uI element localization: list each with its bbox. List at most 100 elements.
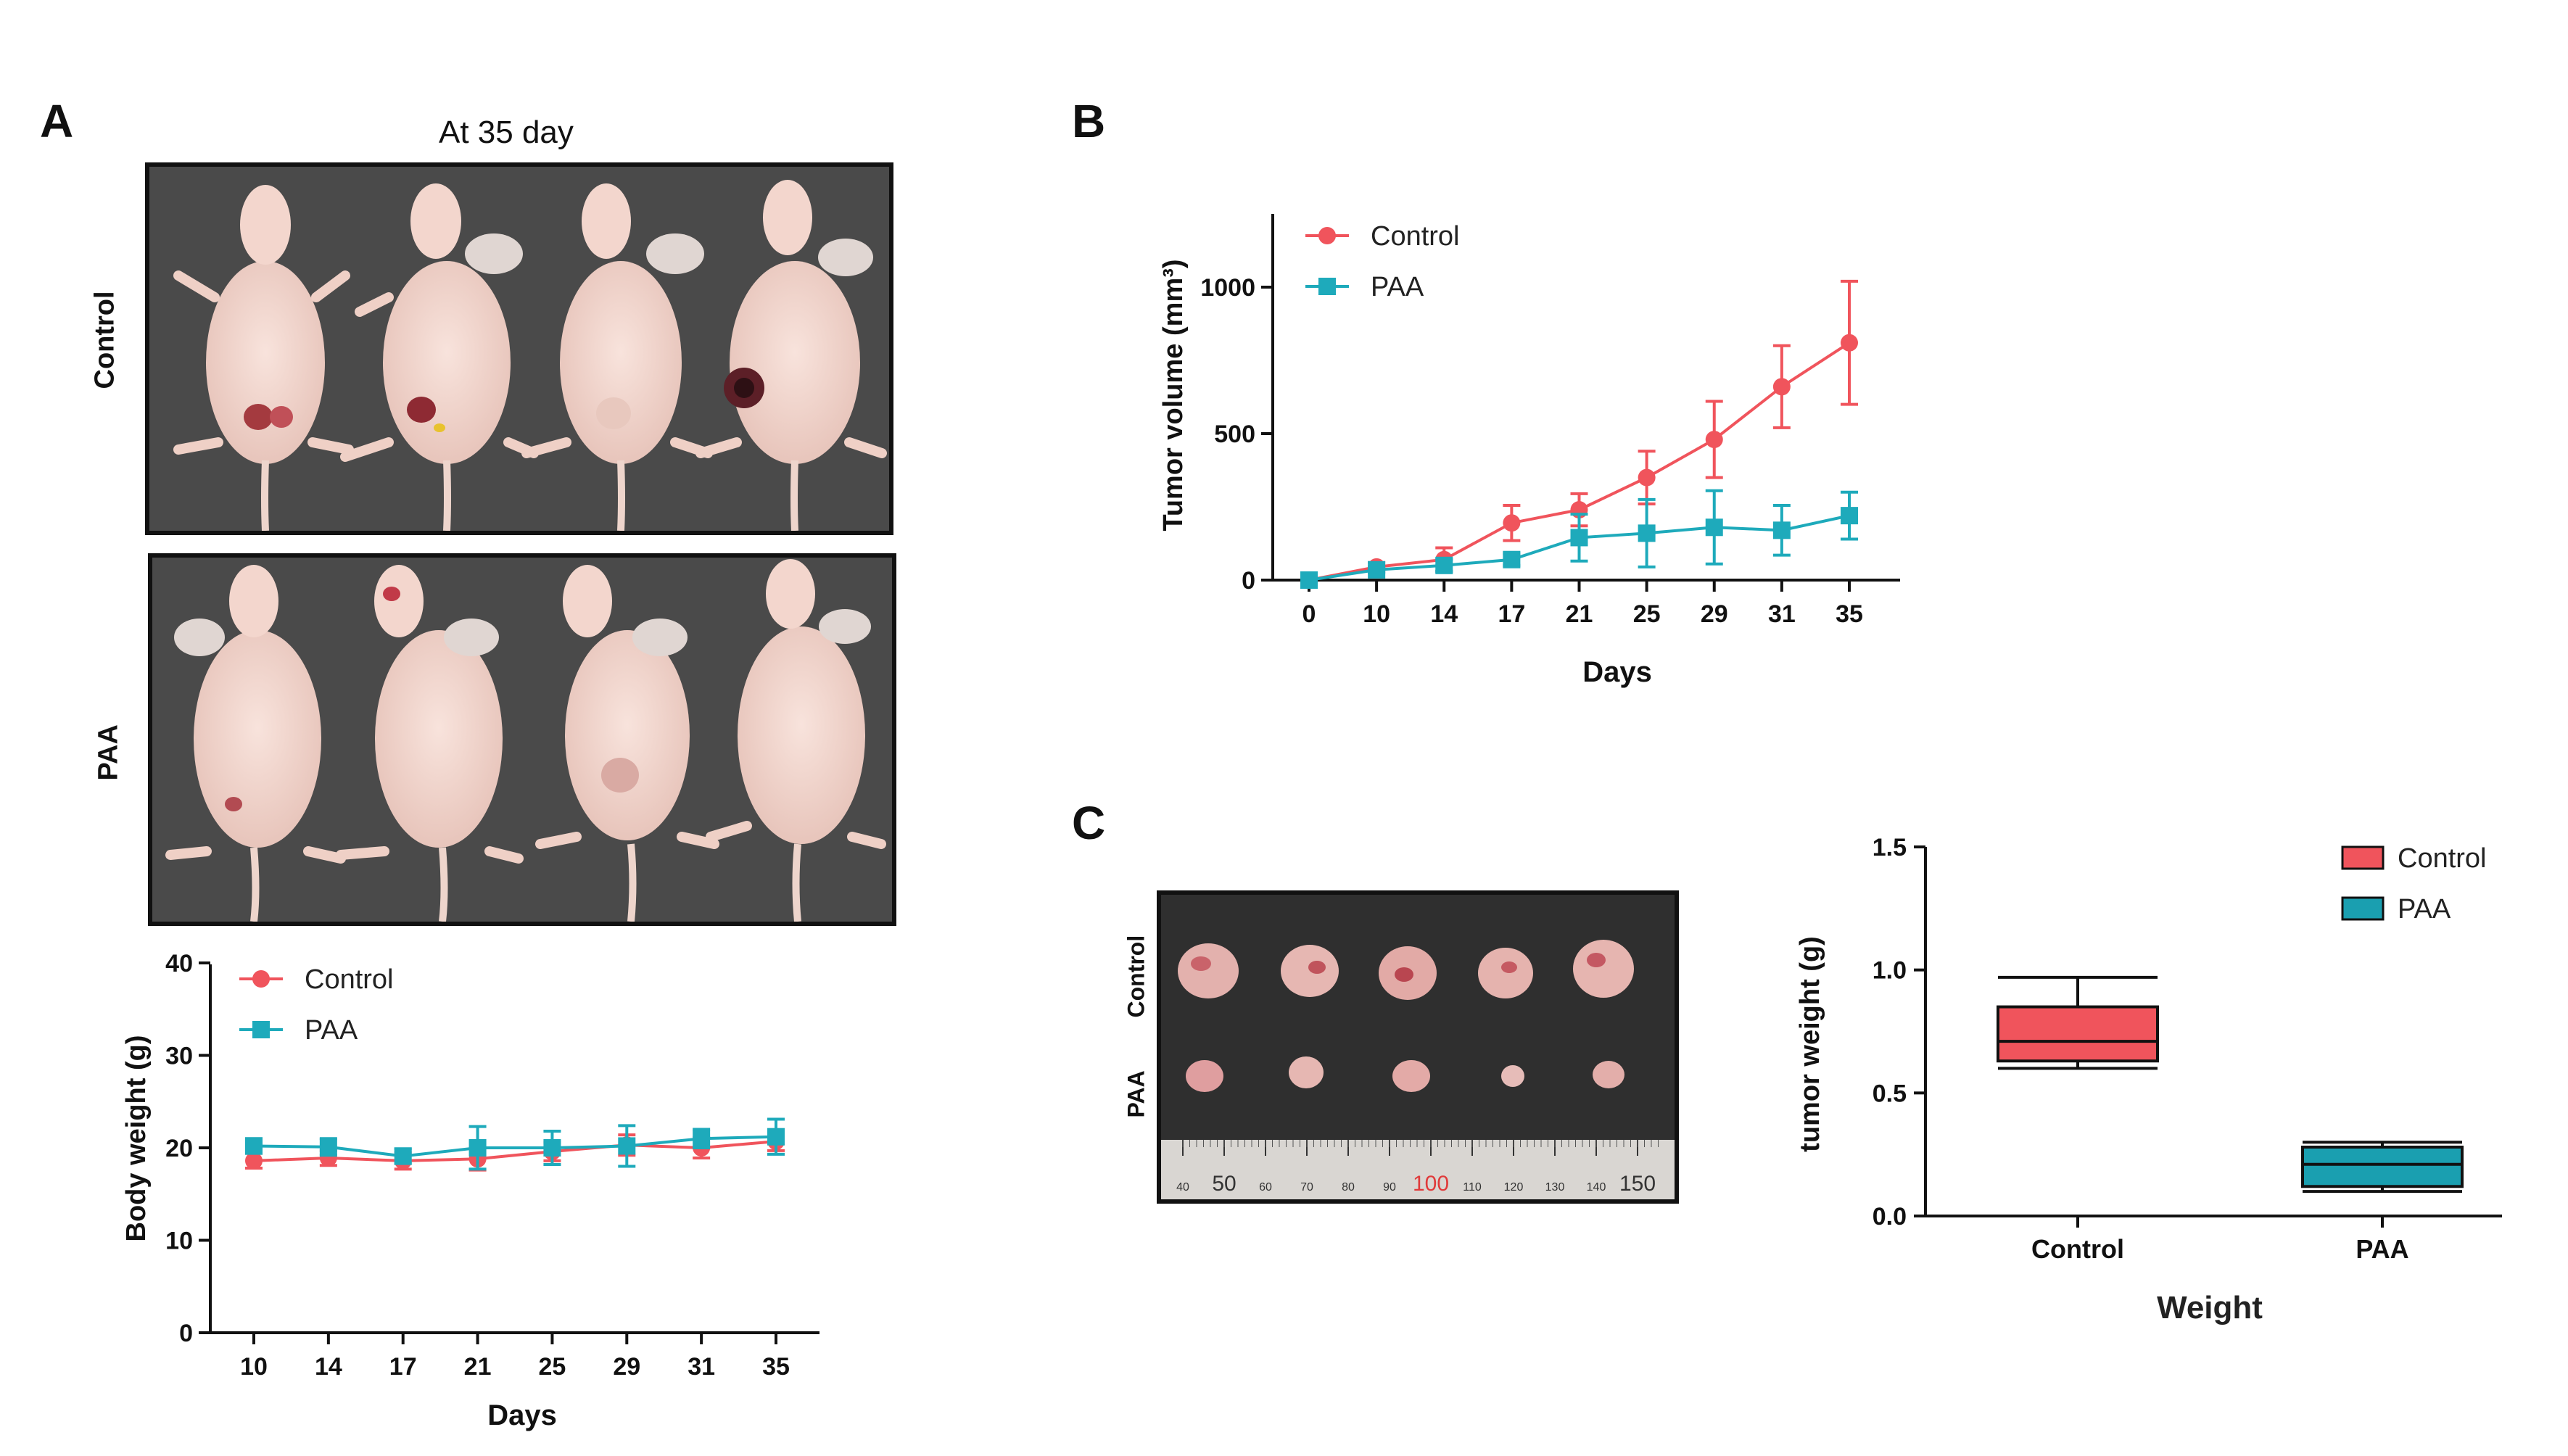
- data-point: [767, 1128, 785, 1146]
- mouse-3: [521, 183, 713, 531]
- y-tick-label: 10: [165, 1228, 193, 1255]
- data-point: [1503, 514, 1521, 532]
- x-axis-label: Weight: [2157, 1290, 2263, 1325]
- legend-label: PAA: [305, 1015, 358, 1046]
- row-label-paa: PAA: [93, 724, 124, 781]
- x-tick-label: 21: [1566, 600, 1593, 628]
- legend-swatch: [2341, 896, 2385, 921]
- data-point: [394, 1147, 412, 1165]
- mouse-2: [336, 565, 524, 922]
- legend-marker: [1318, 227, 1336, 244]
- mouse-1: [165, 565, 346, 922]
- y-tick-label: 1000: [1200, 274, 1255, 302]
- data-point: [618, 1137, 636, 1155]
- data-point: [1638, 468, 1656, 487]
- data-point: [245, 1137, 263, 1155]
- data-point: [245, 1151, 263, 1170]
- mouse-3: [535, 565, 719, 922]
- panel-a-letter: A: [40, 95, 74, 147]
- tumor-row-label-control: Control: [1123, 935, 1149, 1018]
- panel-a-caption: At 35 day: [439, 115, 574, 150]
- y-tick-label: 20: [165, 1135, 193, 1162]
- x-tick-label: 25: [1633, 600, 1661, 628]
- data-point: [1705, 518, 1723, 537]
- tumor-row-label-paa: PAA: [1123, 1070, 1149, 1118]
- legend-marker: [1318, 278, 1336, 295]
- ruler-label: 70: [1300, 1181, 1313, 1194]
- data-point: [1570, 529, 1588, 547]
- mouse-4: [695, 180, 887, 531]
- ruler-label: 100: [1413, 1172, 1449, 1196]
- series-paa: [1300, 489, 1858, 589]
- y-tick-label: 30: [165, 1043, 193, 1070]
- data-point: [1503, 550, 1521, 568]
- data-point: [693, 1130, 711, 1148]
- y-axis-label: Tumor volume (mm³): [1158, 259, 1189, 531]
- mice-photo-control: [145, 162, 893, 535]
- x-tick-label: 17: [389, 1353, 417, 1381]
- box-paa: [2301, 1141, 2464, 1194]
- x-tick-label: 17: [1498, 600, 1525, 628]
- ruler-label: 50: [1212, 1172, 1236, 1196]
- series-line: [253, 1135, 777, 1158]
- data-point: [1435, 556, 1453, 574]
- ruler-label: 40: [1176, 1181, 1189, 1194]
- x-tick-label: 10: [1363, 600, 1390, 628]
- y-axis-label: Body weight (g): [121, 1035, 152, 1242]
- x-tick-label: 35: [1836, 600, 1863, 628]
- data-point: [1300, 571, 1318, 589]
- series-paa: [245, 1117, 785, 1171]
- y-tick-label: 40: [165, 950, 193, 977]
- legend-label: PAA: [1371, 272, 1424, 302]
- box-iqr: [2301, 1145, 2464, 1188]
- row-label-control: Control: [89, 291, 120, 389]
- ruler-label: 110: [1463, 1181, 1482, 1194]
- ruler-label: 60: [1259, 1181, 1272, 1194]
- panel-c-letter: C: [1072, 797, 1106, 849]
- y-tick-label: 0: [1242, 567, 1255, 595]
- legend-swatch: [2341, 845, 2385, 870]
- x-tick-label: 14: [315, 1353, 342, 1381]
- legend-label: Control: [1371, 221, 1460, 252]
- y-tick-label: 1.5: [1873, 834, 1907, 861]
- control-tumors: [1178, 940, 1634, 1000]
- box-control: [1997, 975, 2159, 1070]
- y-tick-label: 0.0: [1873, 1203, 1907, 1230]
- ruler-label: 120: [1504, 1181, 1524, 1194]
- x-tick-label: 10: [240, 1353, 268, 1381]
- ruler-label: 90: [1383, 1181, 1396, 1194]
- y-tick-label: 0.5: [1873, 1080, 1907, 1107]
- x-axis-label: Days: [1582, 656, 1652, 688]
- x-tick-label: Control: [2031, 1234, 2124, 1264]
- x-tick-label: 35: [762, 1353, 790, 1381]
- data-point: [1772, 521, 1791, 539]
- paa-tumors: [1186, 1056, 1624, 1092]
- ruler-label: 80: [1342, 1181, 1355, 1194]
- data-point: [1841, 507, 1858, 525]
- x-tick-label: 29: [1701, 600, 1728, 628]
- body-weight-chart: Body weight (g) 0 10 20 30 40 10 14 17 21 25 29 31 3…: [121, 950, 819, 1431]
- tumor-volume-chart: Tumor volume (mm³) 0 500 1000 0 10 14 17 21 25 29…: [1158, 214, 1900, 688]
- ruler-label: 140: [1587, 1181, 1606, 1194]
- y-axis-label: tumor weight (g): [1795, 936, 1825, 1152]
- data-point: [1368, 561, 1386, 579]
- y-axis-label-text: Tumor volume (mm³): [1158, 259, 1189, 531]
- legend-label: Control: [305, 964, 394, 995]
- x-tick-label: 31: [688, 1353, 715, 1381]
- data-point: [1705, 431, 1723, 449]
- data-point: [1772, 378, 1791, 396]
- mouse-2: [340, 183, 539, 531]
- data-point: [1638, 524, 1656, 542]
- ruler: [1161, 1140, 1675, 1199]
- data-point: [468, 1139, 487, 1157]
- x-tick-label: 25: [539, 1353, 566, 1381]
- y-tick-label: 1.0: [1873, 957, 1907, 985]
- mouse-1: [173, 185, 354, 531]
- x-tick-label: 29: [613, 1353, 640, 1381]
- x-tick-label: 31: [1768, 600, 1796, 628]
- mouse-4: [706, 559, 886, 922]
- legend-label: PAA: [2398, 894, 2451, 925]
- data-point: [543, 1139, 561, 1157]
- x-tick-label: 21: [464, 1353, 492, 1381]
